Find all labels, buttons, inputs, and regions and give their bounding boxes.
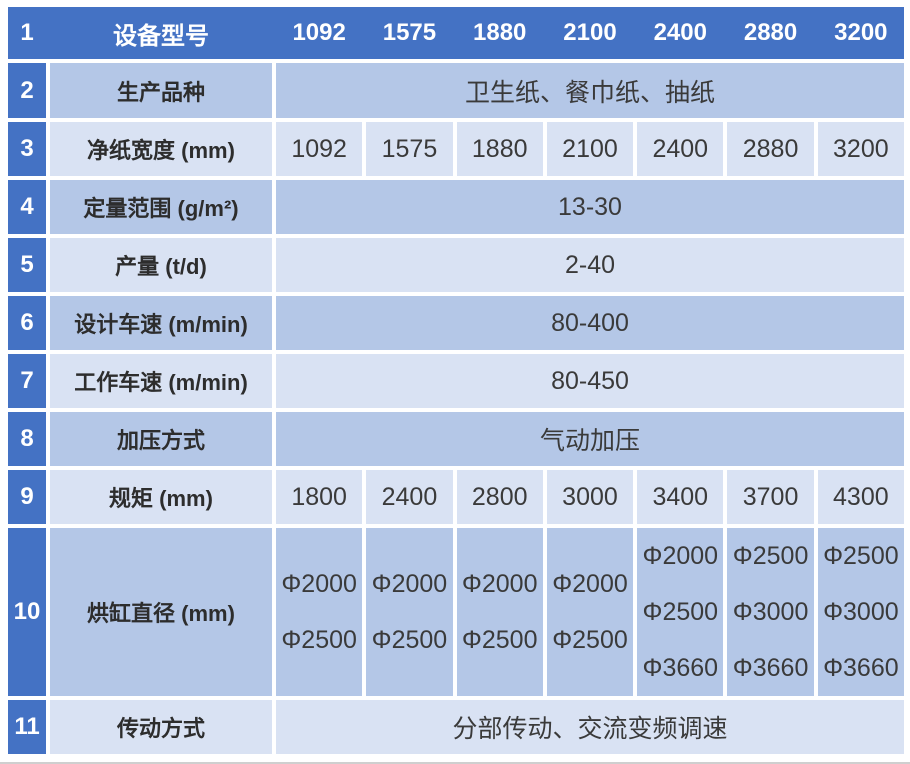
equipment-spec-table: 1 设备型号 1092 1575 1880 2100 2400 2880 3200 2 生产品种 卫生… [8, 7, 904, 754]
row-number-cell: 8 [8, 412, 46, 466]
header-model-cell: 2400 [637, 7, 724, 59]
row-label-cell: 生产品种 [50, 63, 272, 118]
value-cell: 3200 [817, 122, 904, 176]
value-line: Φ3000 [823, 598, 899, 626]
header-model-cell: 3200 [817, 7, 904, 59]
row-label-cell: 净纸宽度 (mm) [50, 122, 272, 176]
value-cell: Φ2500 Φ3000 Φ3660 [727, 528, 814, 696]
value-line: Φ2500 [823, 542, 899, 570]
value-cell: 2400 [637, 122, 724, 176]
value-cell: 1575 [366, 122, 453, 176]
header-model-cell: 2100 [546, 7, 634, 59]
header-model-cell: 2880 [727, 7, 814, 59]
value-line: Φ2000 [552, 570, 628, 598]
value-line: Φ2000 [642, 542, 719, 570]
row-number-cell: 10 [8, 528, 46, 696]
merged-value-cell: 80-450 [276, 354, 904, 408]
row-number-cell: 11 [8, 700, 46, 754]
merged-value-cell: 分部传动、交流变频调速 [276, 700, 904, 754]
row-label-cell: 工作车速 (m/min) [50, 354, 272, 408]
value-cell: 2400 [366, 470, 453, 524]
row-label-cell: 传动方式 [50, 700, 272, 754]
row-label-cell: 产量 (t/d) [50, 238, 272, 292]
header-model-cell: 1575 [366, 7, 453, 59]
merged-value-cell: 气动加压 [276, 412, 904, 466]
value-line: Φ2500 [371, 626, 448, 654]
row-label-cell: 设计车速 (m/min) [50, 296, 272, 350]
value-line: Φ3660 [732, 654, 809, 682]
row-number-cell: 3 [8, 122, 46, 176]
value-line: Φ2500 [552, 626, 628, 654]
value-cell: 2100 [546, 122, 634, 176]
row-label-cell: 规矩 (mm) [50, 470, 272, 524]
value-cell: 2800 [456, 470, 543, 524]
value-cell: Φ2000 Φ2500 [546, 528, 634, 696]
value-line: Φ2000 [461, 570, 538, 598]
merged-value-cell: 13-30 [276, 180, 904, 234]
value-cell: Φ2000 Φ2500 [366, 528, 453, 696]
row-number-cell: 6 [8, 296, 46, 350]
row-label-cell: 定量范围 (g/m²) [50, 180, 272, 234]
value-line: Φ3660 [823, 654, 899, 682]
header-model-cell: 1880 [456, 7, 543, 59]
row-label-cell: 烘缸直径 (mm) [50, 528, 272, 696]
value-cell: 1092 [276, 122, 363, 176]
value-cell: 1880 [456, 122, 543, 176]
value-cell: 1800 [276, 470, 363, 524]
value-line: Φ2500 [461, 626, 538, 654]
row-number-cell: 9 [8, 470, 46, 524]
row-number-cell: 4 [8, 180, 46, 234]
value-line: Φ2500 [732, 542, 809, 570]
value-cell: 3700 [727, 470, 814, 524]
row-number-cell: 2 [8, 63, 46, 118]
value-line: Φ2500 [281, 626, 357, 654]
merged-value-cell: 卫生纸、餐巾纸、抽纸 [276, 63, 904, 118]
value-cell: 4300 [817, 470, 904, 524]
row-number-cell: 1 [8, 7, 46, 59]
value-line: Φ2000 [281, 570, 357, 598]
merged-value-cell: 2-40 [276, 238, 904, 292]
merged-value-cell: 80-400 [276, 296, 904, 350]
value-line: Φ2000 [371, 570, 448, 598]
header-label-cell: 设备型号 [50, 7, 272, 59]
value-cell: Φ2500 Φ3000 Φ3660 [817, 528, 904, 696]
value-line: Φ3000 [732, 598, 809, 626]
value-line: Φ3660 [642, 654, 719, 682]
value-line: Φ2500 [642, 598, 719, 626]
row-number-cell: 7 [8, 354, 46, 408]
row-label-cell: 加压方式 [50, 412, 272, 466]
value-cell: 2880 [727, 122, 814, 176]
value-cell: 3400 [637, 470, 724, 524]
header-model-cell: 1092 [276, 7, 363, 59]
value-cell: 3000 [546, 470, 634, 524]
value-cell: Φ2000 Φ2500 Φ3660 [637, 528, 724, 696]
row-number-cell: 5 [8, 238, 46, 292]
value-cell: Φ2000 Φ2500 [456, 528, 543, 696]
value-cell: Φ2000 Φ2500 [276, 528, 363, 696]
